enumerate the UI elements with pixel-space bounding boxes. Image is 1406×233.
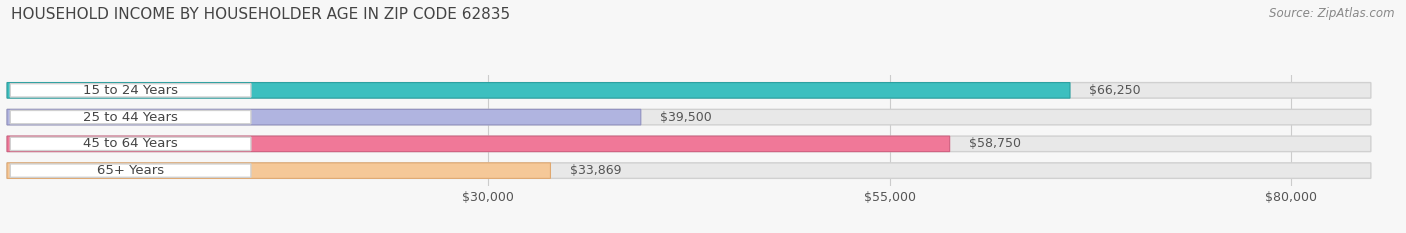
FancyBboxPatch shape <box>7 136 949 152</box>
Text: $33,869: $33,869 <box>569 164 621 177</box>
FancyBboxPatch shape <box>10 137 250 151</box>
FancyBboxPatch shape <box>7 82 1070 98</box>
Text: $58,750: $58,750 <box>969 137 1021 150</box>
Text: 15 to 24 Years: 15 to 24 Years <box>83 84 179 97</box>
Text: HOUSEHOLD INCOME BY HOUSEHOLDER AGE IN ZIP CODE 62835: HOUSEHOLD INCOME BY HOUSEHOLDER AGE IN Z… <box>11 7 510 22</box>
FancyBboxPatch shape <box>7 109 1371 125</box>
Text: $66,250: $66,250 <box>1090 84 1140 97</box>
FancyBboxPatch shape <box>10 164 250 177</box>
Text: $39,500: $39,500 <box>659 111 711 123</box>
FancyBboxPatch shape <box>7 82 1371 98</box>
FancyBboxPatch shape <box>10 84 250 97</box>
FancyBboxPatch shape <box>7 136 1371 152</box>
FancyBboxPatch shape <box>7 109 641 125</box>
FancyBboxPatch shape <box>10 110 250 124</box>
Text: 45 to 64 Years: 45 to 64 Years <box>83 137 179 150</box>
Text: Source: ZipAtlas.com: Source: ZipAtlas.com <box>1270 7 1395 20</box>
Text: 65+ Years: 65+ Years <box>97 164 165 177</box>
FancyBboxPatch shape <box>7 163 551 178</box>
Text: 25 to 44 Years: 25 to 44 Years <box>83 111 179 123</box>
FancyBboxPatch shape <box>7 163 1371 178</box>
